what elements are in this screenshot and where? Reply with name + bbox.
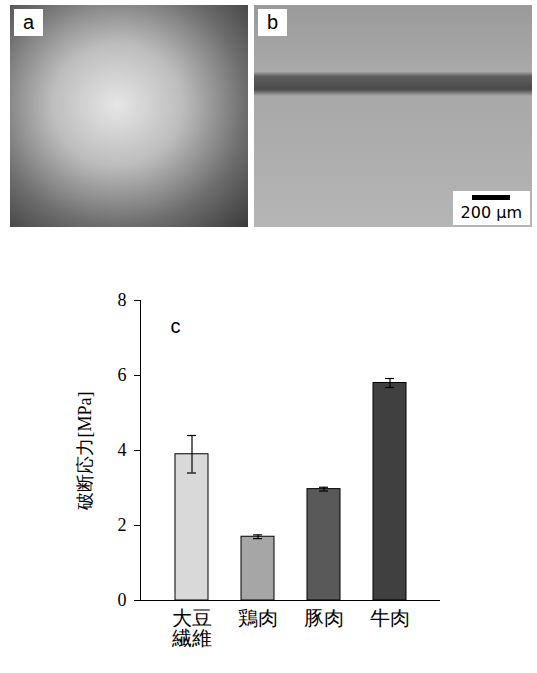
svg-text:鶏肉: 鶏肉 xyxy=(238,606,278,630)
svg-text:6: 6 xyxy=(118,365,127,385)
html-text:200 µm: 200 µm xyxy=(460,203,522,222)
svg-text:大豆繊維: 大豆繊維 xyxy=(171,606,212,650)
svg-text:0: 0 xyxy=(118,590,127,610)
svg-text:4: 4 xyxy=(118,440,127,460)
html-text:b: b xyxy=(267,11,279,33)
svg-text:豚肉: 豚肉 xyxy=(304,606,344,630)
svg-text:2: 2 xyxy=(118,515,127,535)
svg-text:破断応力[MPa]: 破断応力[MPa] xyxy=(75,392,95,511)
svg-text:c: c xyxy=(171,315,181,337)
svg-text:牛肉: 牛肉 xyxy=(370,606,410,630)
html-text:a: a xyxy=(23,11,35,33)
svg-text:8: 8 xyxy=(118,290,127,310)
